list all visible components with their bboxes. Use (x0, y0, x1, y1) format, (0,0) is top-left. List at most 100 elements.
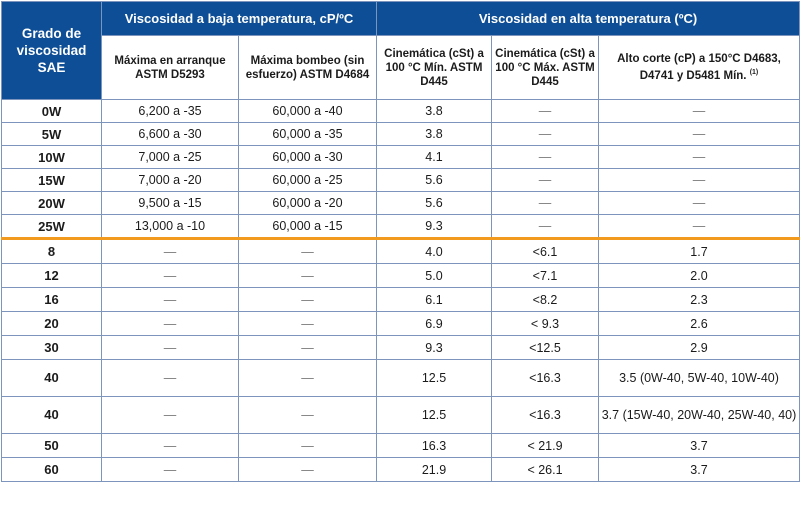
kin-max-cell: <16.3 (491, 359, 599, 397)
kin-max-cell: < 26.1 (491, 457, 599, 482)
col-hths-label: Alto corte (cP) a 150°C D4683, D4741 y D… (617, 53, 781, 82)
high-temp-group-header: Viscosidad en alta temperatura (ºC) (376, 1, 800, 36)
kin-max-cell: <8.2 (491, 287, 599, 312)
crank-cell: — (101, 335, 239, 360)
pump-cell: — (238, 263, 377, 288)
kin-max-cell: — (491, 122, 599, 146)
kin-max-cell: <7.1 (491, 263, 599, 288)
hths-cell: — (598, 145, 800, 169)
kin-min-cell: 6.9 (376, 311, 492, 336)
grade-cell: 8 (1, 238, 102, 264)
kin-max-cell: <12.5 (491, 335, 599, 360)
table-row: 12— —5.0 <7.1 2.0 (1, 263, 800, 288)
grade-cell: 60 (1, 457, 102, 482)
grade-cell: 10W (1, 145, 102, 169)
grade-cell: 15W (1, 168, 102, 192)
kin-min-cell: 12.5 (376, 396, 492, 434)
kin-min-cell: 3.8 (376, 99, 492, 123)
grade-cell: 30 (1, 335, 102, 360)
kin-min-cell: 5.6 (376, 168, 492, 192)
kin-max-cell: — (491, 145, 599, 169)
crank-cell: — (101, 311, 239, 336)
grade-cell: 20 (1, 311, 102, 336)
kin-min-cell: 4.0 (376, 238, 492, 264)
pump-cell: — (238, 238, 377, 264)
crank-cell: — (101, 287, 239, 312)
hths-cell: 2.6 (598, 311, 800, 336)
hths-cell: 2.9 (598, 335, 800, 360)
hths-cell: — (598, 122, 800, 146)
low-temp-group-header: Viscosidad a baja temperatura, cP/ºC (101, 1, 377, 36)
kin-min-cell: 3.8 (376, 122, 492, 146)
col-crank-header: Máxima en arranque ASTM D5293 (101, 35, 239, 100)
col-hths-header: Alto corte (cP) a 150°C D4683, D4741 y D… (598, 35, 800, 100)
grade-cell: 12 (1, 263, 102, 288)
grade-header: Grado de viscosidad SAE (1, 1, 102, 100)
grade-cell: 25W (1, 214, 102, 240)
hths-cell: — (598, 168, 800, 192)
crank-cell: — (101, 263, 239, 288)
hths-cell: 2.3 (598, 287, 800, 312)
crank-cell: — (101, 359, 239, 397)
table-row: 50— —16.3 < 21.9 3.7 (1, 433, 800, 458)
table-row: 16— —6.1 <8.2 2.3 (1, 287, 800, 312)
pump-cell: 60,000 a -40 (238, 99, 377, 123)
pump-cell: — (238, 457, 377, 482)
kin-min-cell: 5.0 (376, 263, 492, 288)
table-row: 40— —12.5 <16.3 3.7 (15W-40, 20W-40, 25W-40… (1, 396, 800, 434)
crank-cell: — (101, 396, 239, 434)
crank-cell: 6,600 a -30 (101, 122, 239, 146)
pump-cell: 60,000 a -15 (238, 214, 377, 240)
kin-min-cell: 21.9 (376, 457, 492, 482)
pump-cell: 60,000 a -20 (238, 191, 377, 215)
table-row: 15W 7,000 a -20 60,000 a -25 5.6— — (1, 168, 800, 192)
kin-max-cell: < 21.9 (491, 433, 599, 458)
kin-min-cell: 6.1 (376, 287, 492, 312)
pump-cell: — (238, 396, 377, 434)
table-row: 10W 7,000 a -25 60,000 a -30 4.1— — (1, 145, 800, 169)
crank-cell: 9,500 a -15 (101, 191, 239, 215)
table-row: 20— —6.9 < 9.3 2.6 (1, 311, 800, 336)
pump-cell: — (238, 359, 377, 397)
col-pump-header: Máxima bombeo (sin esfuerzo) ASTM D4684 (238, 35, 377, 100)
table-row: 0W 6,200 a -35 60,000 a -40 3.8— — (1, 99, 800, 123)
table-row: 5W 6,600 a -30 60,000 a -35 3.8— — (1, 122, 800, 146)
crank-cell: 7,000 a -25 (101, 145, 239, 169)
kin-min-cell: 9.3 (376, 214, 492, 240)
hths-cell: 3.7 (598, 457, 800, 482)
table-body: 0W 6,200 a -35 60,000 a -40 3.8— —5W 6,600 a … (1, 99, 800, 482)
hths-cell: — (598, 214, 800, 240)
hths-cell: 2.0 (598, 263, 800, 288)
kin-min-cell: 12.5 (376, 359, 492, 397)
grade-cell: 40 (1, 396, 102, 434)
hths-cell: 3.5 (0W-40, 5W-40, 10W-40) (598, 359, 800, 397)
sae-viscosity-table: Grado de viscosidad SAE Viscosidad a baj… (1, 1, 800, 482)
grade-cell: 0W (1, 99, 102, 123)
table-row: 8— —4.0 <6.1 1.7 (1, 238, 800, 264)
pump-cell: 60,000 a -25 (238, 168, 377, 192)
pump-cell: — (238, 433, 377, 458)
grade-cell: 16 (1, 287, 102, 312)
hths-cell: 3.7 (15W-40, 20W-40, 25W-40, 40) (598, 396, 800, 434)
pump-cell: 60,000 a -35 (238, 122, 377, 146)
kin-max-cell: — (491, 168, 599, 192)
pump-cell: — (238, 311, 377, 336)
kin-max-cell: <6.1 (491, 238, 599, 264)
grade-cell: 50 (1, 433, 102, 458)
crank-cell: 7,000 a -20 (101, 168, 239, 192)
table-row: 20W 9,500 a -15 60,000 a -20 5.6— — (1, 191, 800, 215)
kin-max-cell: — (491, 191, 599, 215)
kin-max-cell: < 9.3 (491, 311, 599, 336)
col-kin-min-header: Cinemática (cSt) a 100 °C Mín. ASTM D445 (376, 35, 492, 100)
kin-min-cell: 5.6 (376, 191, 492, 215)
table-row: 40— —12.5 <16.3 3.5 (0W-40, 5W-40, 10W-40) (1, 359, 800, 397)
crank-cell: — (101, 238, 239, 264)
hths-cell: 3.7 (598, 433, 800, 458)
table-row: 30— —9.3 <12.5 2.9 (1, 335, 800, 360)
pump-cell: 60,000 a -30 (238, 145, 377, 169)
grade-cell: 5W (1, 122, 102, 146)
kin-max-cell: — (491, 214, 599, 240)
footnote-mark: (1) (749, 69, 759, 77)
crank-cell: — (101, 457, 239, 482)
kin-min-cell: 9.3 (376, 335, 492, 360)
